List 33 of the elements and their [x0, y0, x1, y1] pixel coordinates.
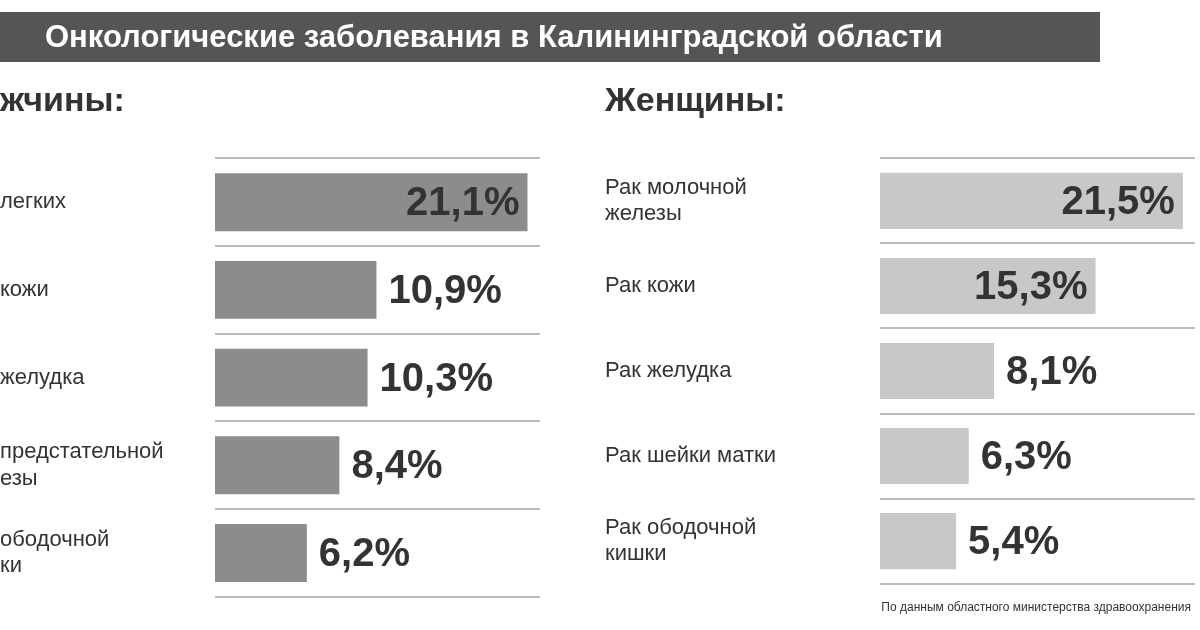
- bar: [215, 436, 340, 495]
- data-label: 8,4%: [351, 442, 443, 487]
- y-tick-label: кожи: [0, 275, 49, 301]
- bar: [215, 348, 368, 407]
- data-label: 5,4%: [968, 518, 1060, 563]
- data-label: 21,5%: [1061, 177, 1175, 222]
- y-tick-label: Рак кожи: [605, 272, 696, 298]
- data-label: 6,2%: [318, 529, 410, 574]
- bar: [880, 172, 1183, 229]
- data-label: 6,3%: [980, 433, 1072, 478]
- bar: [880, 513, 957, 570]
- bar: [215, 524, 307, 582]
- bar: [215, 173, 528, 232]
- y-tick-label: Рак желудка: [605, 357, 733, 383]
- data-label: 10,9%: [388, 266, 502, 311]
- y-tick-label: легких: [0, 188, 67, 214]
- y-tick-label: предстательной езы: [0, 438, 164, 490]
- y-tick-label: Рак молочной железы: [605, 173, 747, 226]
- chart-title: Онкологические заболевания в Калининградской области: [0, 12, 1100, 62]
- y-tick-label: Рак ободочной кишки: [605, 513, 757, 566]
- chart-subtitle: жчины:: [0, 80, 125, 119]
- bar: [880, 342, 995, 400]
- bar: [215, 260, 377, 319]
- data-label: 10,3%: [379, 354, 493, 399]
- data-label: 21,1%: [406, 179, 520, 224]
- data-label: 15,3%: [974, 262, 1088, 307]
- data-label: 8,1%: [1006, 348, 1098, 393]
- bar: [880, 427, 969, 485]
- y-tick-label: желудка: [0, 363, 86, 389]
- y-tick-label: ободочной ки: [0, 525, 110, 578]
- y-tick-label: Рак шейки матки: [605, 442, 776, 468]
- text: По данным областного министерства здравоохранения: [881, 600, 1191, 614]
- chart-subtitle: Женщины:: [605, 80, 786, 119]
